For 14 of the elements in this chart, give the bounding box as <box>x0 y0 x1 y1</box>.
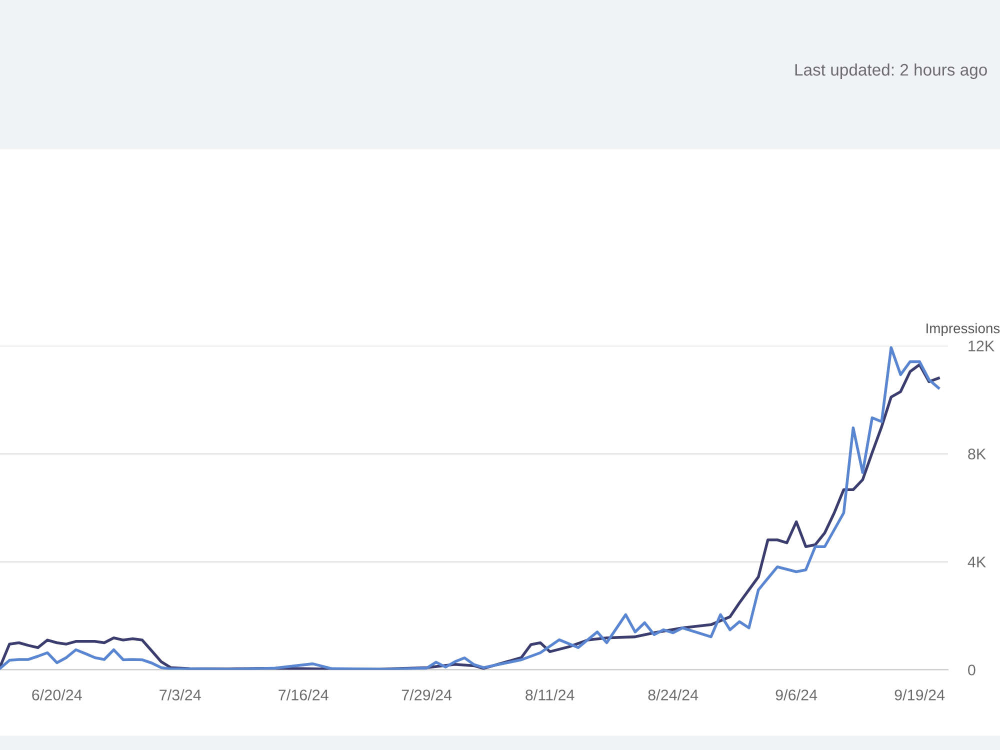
x-tick-label: 7/3/24 <box>160 689 201 700</box>
y-tick-label: 12K <box>968 340 994 352</box>
x-tick-label: 6/20/24 <box>32 689 82 700</box>
x-tick-label: 7/29/24 <box>402 689 452 700</box>
y-tick-label: 0 <box>968 664 976 676</box>
x-tick-label: 9/19/24 <box>894 689 945 700</box>
y-tick-label: 4K <box>968 556 986 568</box>
text: Last updated: 2 hours ago <box>795 63 987 80</box>
x-tick-label: 8/11/24 <box>526 689 574 700</box>
y-tick-label: 8K <box>968 448 986 460</box>
x-tick-label: 8/24/24 <box>648 689 698 700</box>
x-tick-label: 9/6/24 <box>776 689 818 700</box>
x-tick-label: 7/16/24 <box>278 689 328 700</box>
y-axis-title: Impressions <box>926 323 1000 336</box>
